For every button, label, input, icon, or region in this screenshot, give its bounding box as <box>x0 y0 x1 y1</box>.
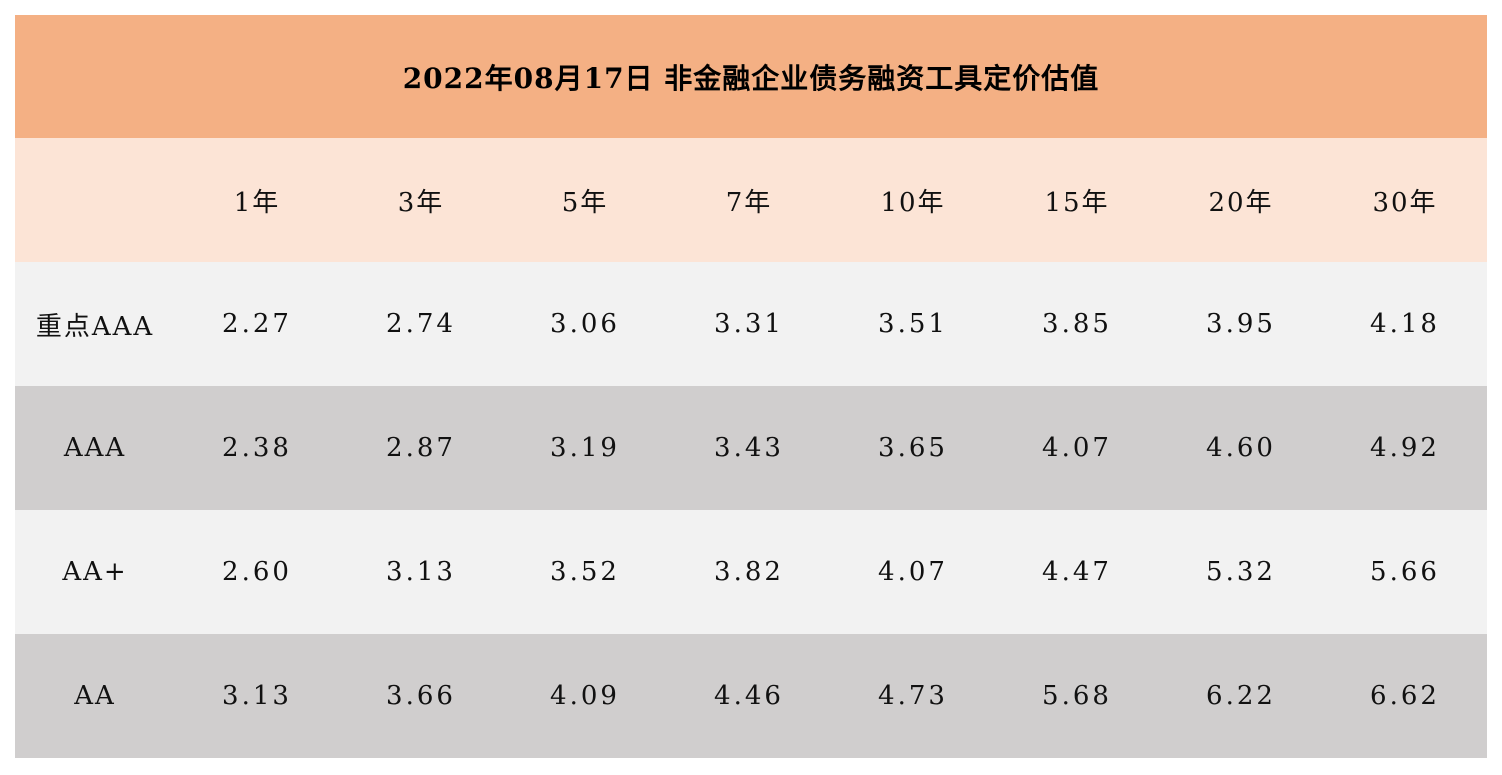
table-cell: 5.66 <box>1370 557 1440 587</box>
table-cell: 2.87 <box>386 433 456 463</box>
row-label: AAA <box>63 433 127 463</box>
column-header: 10年 <box>880 187 946 218</box>
row-label: AA+ <box>62 557 128 587</box>
table-cell: 3.95 <box>1206 309 1276 339</box>
table-cell: 4.47 <box>1042 557 1112 587</box>
table-cell: 3.65 <box>878 433 948 463</box>
table-row: AA+ 2.60 3.13 3.52 3.82 4.07 4.47 5.32 5… <box>15 510 1487 634</box>
table-cell: 3.52 <box>550 557 620 587</box>
table-cell: 6.22 <box>1206 681 1276 711</box>
column-header: 3年 <box>397 187 445 218</box>
table-cell: 3.19 <box>550 433 620 463</box>
table-row: AAA 2.38 2.87 3.19 3.43 3.65 4.07 4.60 4… <box>15 386 1487 510</box>
table-cell: 3.51 <box>878 309 948 339</box>
table-cell: 4.60 <box>1206 433 1276 463</box>
table-row: 重点AAA 2.27 2.74 3.06 3.31 3.51 3.85 3.95… <box>15 262 1487 386</box>
table-cell: 2.74 <box>386 309 456 339</box>
column-header: 7年 <box>725 187 773 218</box>
table-cell: 3.06 <box>550 309 620 339</box>
table-cell: 2.60 <box>222 557 292 587</box>
table-cell: 4.73 <box>878 681 948 711</box>
column-header: 30年 <box>1372 187 1438 218</box>
table-cell: 3.43 <box>714 433 784 463</box>
pricing-table: 2022年08月17日 非金融企业债务融资工具定价估值 1年 3年 5年 7年 … <box>15 15 1487 758</box>
table-cell: 3.82 <box>714 557 784 587</box>
table-cell: 3.31 <box>714 309 784 339</box>
table-cell: 6.62 <box>1370 681 1440 711</box>
column-header: 5年 <box>561 187 609 218</box>
table-cell: 5.32 <box>1206 557 1276 587</box>
column-header: 15年 <box>1044 187 1110 218</box>
table-cell: 4.09 <box>550 681 620 711</box>
table-cell: 4.46 <box>714 681 784 711</box>
table-cell: 2.38 <box>222 433 292 463</box>
table-cell: 4.07 <box>878 557 948 587</box>
table-cell: 3.13 <box>386 557 456 587</box>
column-header: 20年 <box>1208 187 1274 218</box>
table-title: 2022年08月17日 非金融企业债务融资工具定价估值 <box>15 15 1487 138</box>
table-cell: 3.85 <box>1042 309 1112 339</box>
row-label: AA <box>74 681 116 711</box>
table-cell: 3.13 <box>222 681 292 711</box>
table-cell: 4.92 <box>1370 433 1440 463</box>
row-label: 重点AAA <box>35 311 155 342</box>
table-cell: 3.66 <box>386 681 456 711</box>
table-cell: 2.27 <box>222 309 292 339</box>
table-cell: 4.07 <box>1042 433 1112 463</box>
table-cell: 5.68 <box>1042 681 1112 711</box>
header-row: 1年 3年 5年 7年 10年 15年 20年 30年 <box>15 138 1487 262</box>
table-cell: 4.18 <box>1370 309 1440 339</box>
column-header: 1年 <box>233 187 281 218</box>
table-row: AA 3.13 3.66 4.09 4.46 4.73 5.68 6.22 6.… <box>15 634 1487 758</box>
